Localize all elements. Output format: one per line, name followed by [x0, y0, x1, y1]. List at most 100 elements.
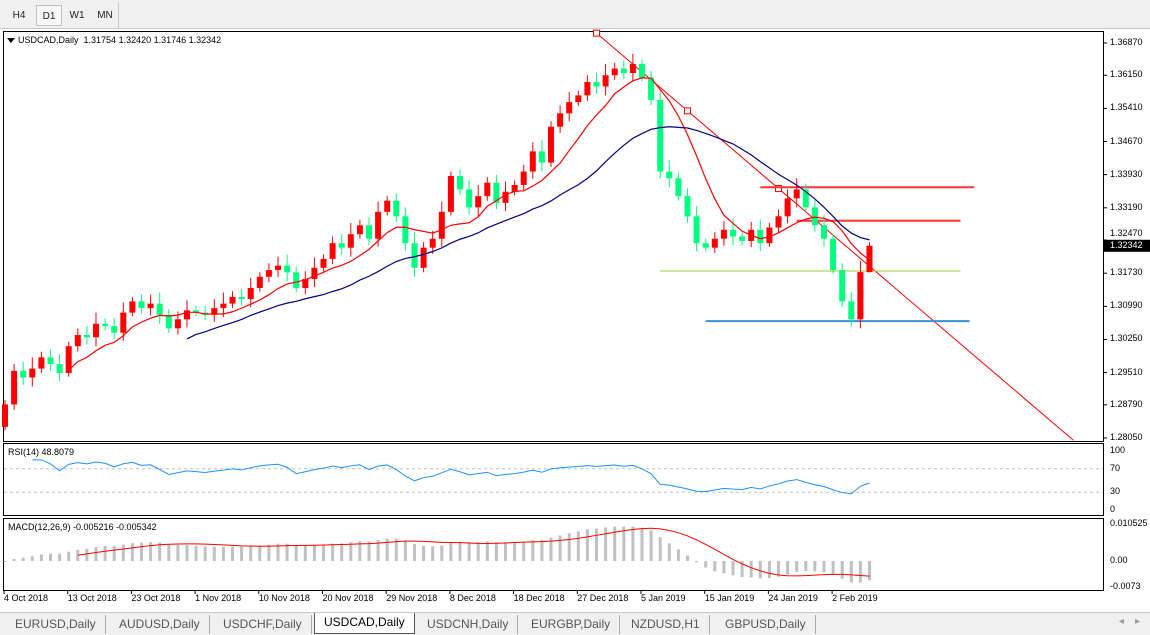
- candle-body: [293, 272, 300, 288]
- timeframe-mn[interactable]: MN: [97, 10, 113, 21]
- macd-histogram-bar: [840, 561, 844, 579]
- macd-histogram-bar: [94, 547, 98, 561]
- macd-histogram-bar: [231, 546, 234, 561]
- macd-histogram-bar: [522, 541, 526, 561]
- macd-histogram-bar: [413, 544, 416, 561]
- candle-body: [38, 357, 45, 369]
- candle-body: [830, 238, 837, 271]
- price-tick-label: 1.31730: [1110, 267, 1143, 278]
- current-price-box: [1104, 239, 1150, 252]
- macd-histogram-bar: [667, 543, 671, 561]
- candle-body: [520, 171, 527, 185]
- dropdown-triangle-icon[interactable]: [7, 38, 15, 44]
- candle-body: [730, 229, 736, 237]
- candle-body: [857, 272, 864, 320]
- macd-histogram-bar: [249, 546, 253, 561]
- macd-histogram-bar: [513, 542, 517, 561]
- tab-eurgbp[interactable]: EURGBP,Daily: [522, 615, 621, 634]
- macd-histogram-bar: [221, 546, 225, 561]
- macd-histogram-bar: [595, 528, 598, 561]
- chart-tabs: EURUSD,Daily AUDUSD,Daily USDCHF,Daily U…: [0, 612, 1150, 635]
- macd-histogram-bar: [813, 561, 817, 572]
- macd-histogram-bar: [121, 544, 125, 561]
- macd-histogram-bar: [868, 561, 871, 581]
- candle-body: [338, 243, 345, 248]
- macd-histogram-bar: [558, 535, 562, 561]
- macd-histogram-bar: [12, 558, 16, 561]
- tab-usdcad[interactable]: USDCAD,Daily: [314, 613, 415, 634]
- macd-histogram-bar: [358, 541, 362, 561]
- macd-histogram-bar: [686, 555, 689, 561]
- macd-histogram-bar: [613, 526, 617, 561]
- candle-body: [702, 243, 709, 248]
- macd-histogram-bar: [640, 527, 644, 561]
- macd-histogram-bar: [294, 544, 298, 561]
- candle-body: [575, 95, 582, 103]
- tab-audusd[interactable]: AUDUSD,Daily: [110, 615, 210, 634]
- candle-body: [821, 225, 827, 239]
- macd-histogram-bar: [576, 531, 580, 561]
- macd-histogram-bar: [49, 553, 52, 561]
- candle-body: [784, 198, 791, 217]
- scroll-right-icon[interactable]: ▸: [1134, 616, 1140, 627]
- price-tick-label: 1.36870: [1110, 37, 1143, 47]
- macd-histogram-bar: [58, 553, 62, 561]
- date-label: 10 Nov 2018: [258, 593, 310, 603]
- price-tick-label: 1.35410: [1110, 102, 1143, 113]
- candle-body: [120, 312, 127, 333]
- tab-nzdusd[interactable]: NZDUSD,H1: [622, 615, 710, 634]
- macd-histogram-bar: [85, 548, 89, 561]
- candle-body: [93, 323, 99, 338]
- macd-histogram-bar: [713, 561, 717, 572]
- macd-histogram-bar: [376, 540, 380, 561]
- scroll-left-icon[interactable]: ◂: [1118, 616, 1124, 627]
- timeframe-w1[interactable]: W1: [69, 10, 85, 21]
- candle-body: [375, 211, 382, 239]
- macd-histogram-bar: [740, 561, 744, 578]
- macd-histogram-bar: [467, 542, 471, 561]
- macd-histogram-bar: [385, 538, 389, 561]
- date-label: 8 Dec 2018: [449, 593, 496, 603]
- candle-body: [811, 207, 818, 226]
- tab-usdcnh[interactable]: USDCNH,Daily: [418, 615, 519, 634]
- candle-body: [566, 102, 573, 114]
- candle-body: [147, 303, 154, 309]
- macd-histogram-bar: [767, 561, 771, 578]
- candle-body: [247, 287, 254, 300]
- tab-usdchf[interactable]: USDCHF,Daily: [214, 615, 312, 634]
- chart-canvas[interactable]: [0, 29, 1150, 612]
- candle-body: [83, 334, 90, 338]
- price-tick-label: 1.28790: [1110, 398, 1143, 409]
- tab-gbpusd[interactable]: GBPUSD,Daily: [716, 615, 816, 634]
- macd-histogram-bar: [567, 533, 571, 561]
- date-label: 13 Oct 2018: [67, 593, 117, 603]
- macd-histogram-bar: [267, 544, 271, 561]
- price-tick-label: 1.36150: [1110, 69, 1143, 80]
- timeframe-d1[interactable]: D1: [36, 5, 62, 26]
- date-label: 15 Jan 2019: [704, 593, 755, 603]
- rsi-line: [32, 459, 870, 495]
- macd-histogram-bar: [622, 526, 626, 561]
- macd-histogram-bar: [731, 561, 735, 576]
- moving-average-21: [186, 126, 870, 340]
- macd-histogram-bar: [112, 545, 116, 561]
- tab-eurusd[interactable]: EURUSD,Daily: [6, 615, 106, 634]
- candle-body: [2, 404, 8, 427]
- macd-histogram-bar: [276, 543, 280, 561]
- timeframe-h4[interactable]: H4: [12, 10, 26, 21]
- candle-body: [265, 270, 272, 277]
- candle-body: [711, 238, 718, 248]
- timeframe-toolbar: H4 D1 W1 MN: [0, 0, 1150, 29]
- candle-body: [29, 368, 36, 378]
- candle-body: [457, 176, 463, 190]
- macd-histogram-bar: [658, 537, 662, 561]
- trendline: [596, 32, 1074, 441]
- price-tick-label: 1.34670: [1110, 135, 1143, 146]
- rsi-level-label: 70: [1110, 462, 1121, 473]
- macd-histogram-bar: [649, 530, 653, 561]
- date-label: 4 Oct 2018: [4, 593, 49, 603]
- tab-scroll[interactable]: ◂ ▸: [1119, 616, 1140, 627]
- macd-histogram-bar: [21, 557, 25, 561]
- candle-body: [284, 265, 291, 273]
- candle-body: [593, 81, 600, 87]
